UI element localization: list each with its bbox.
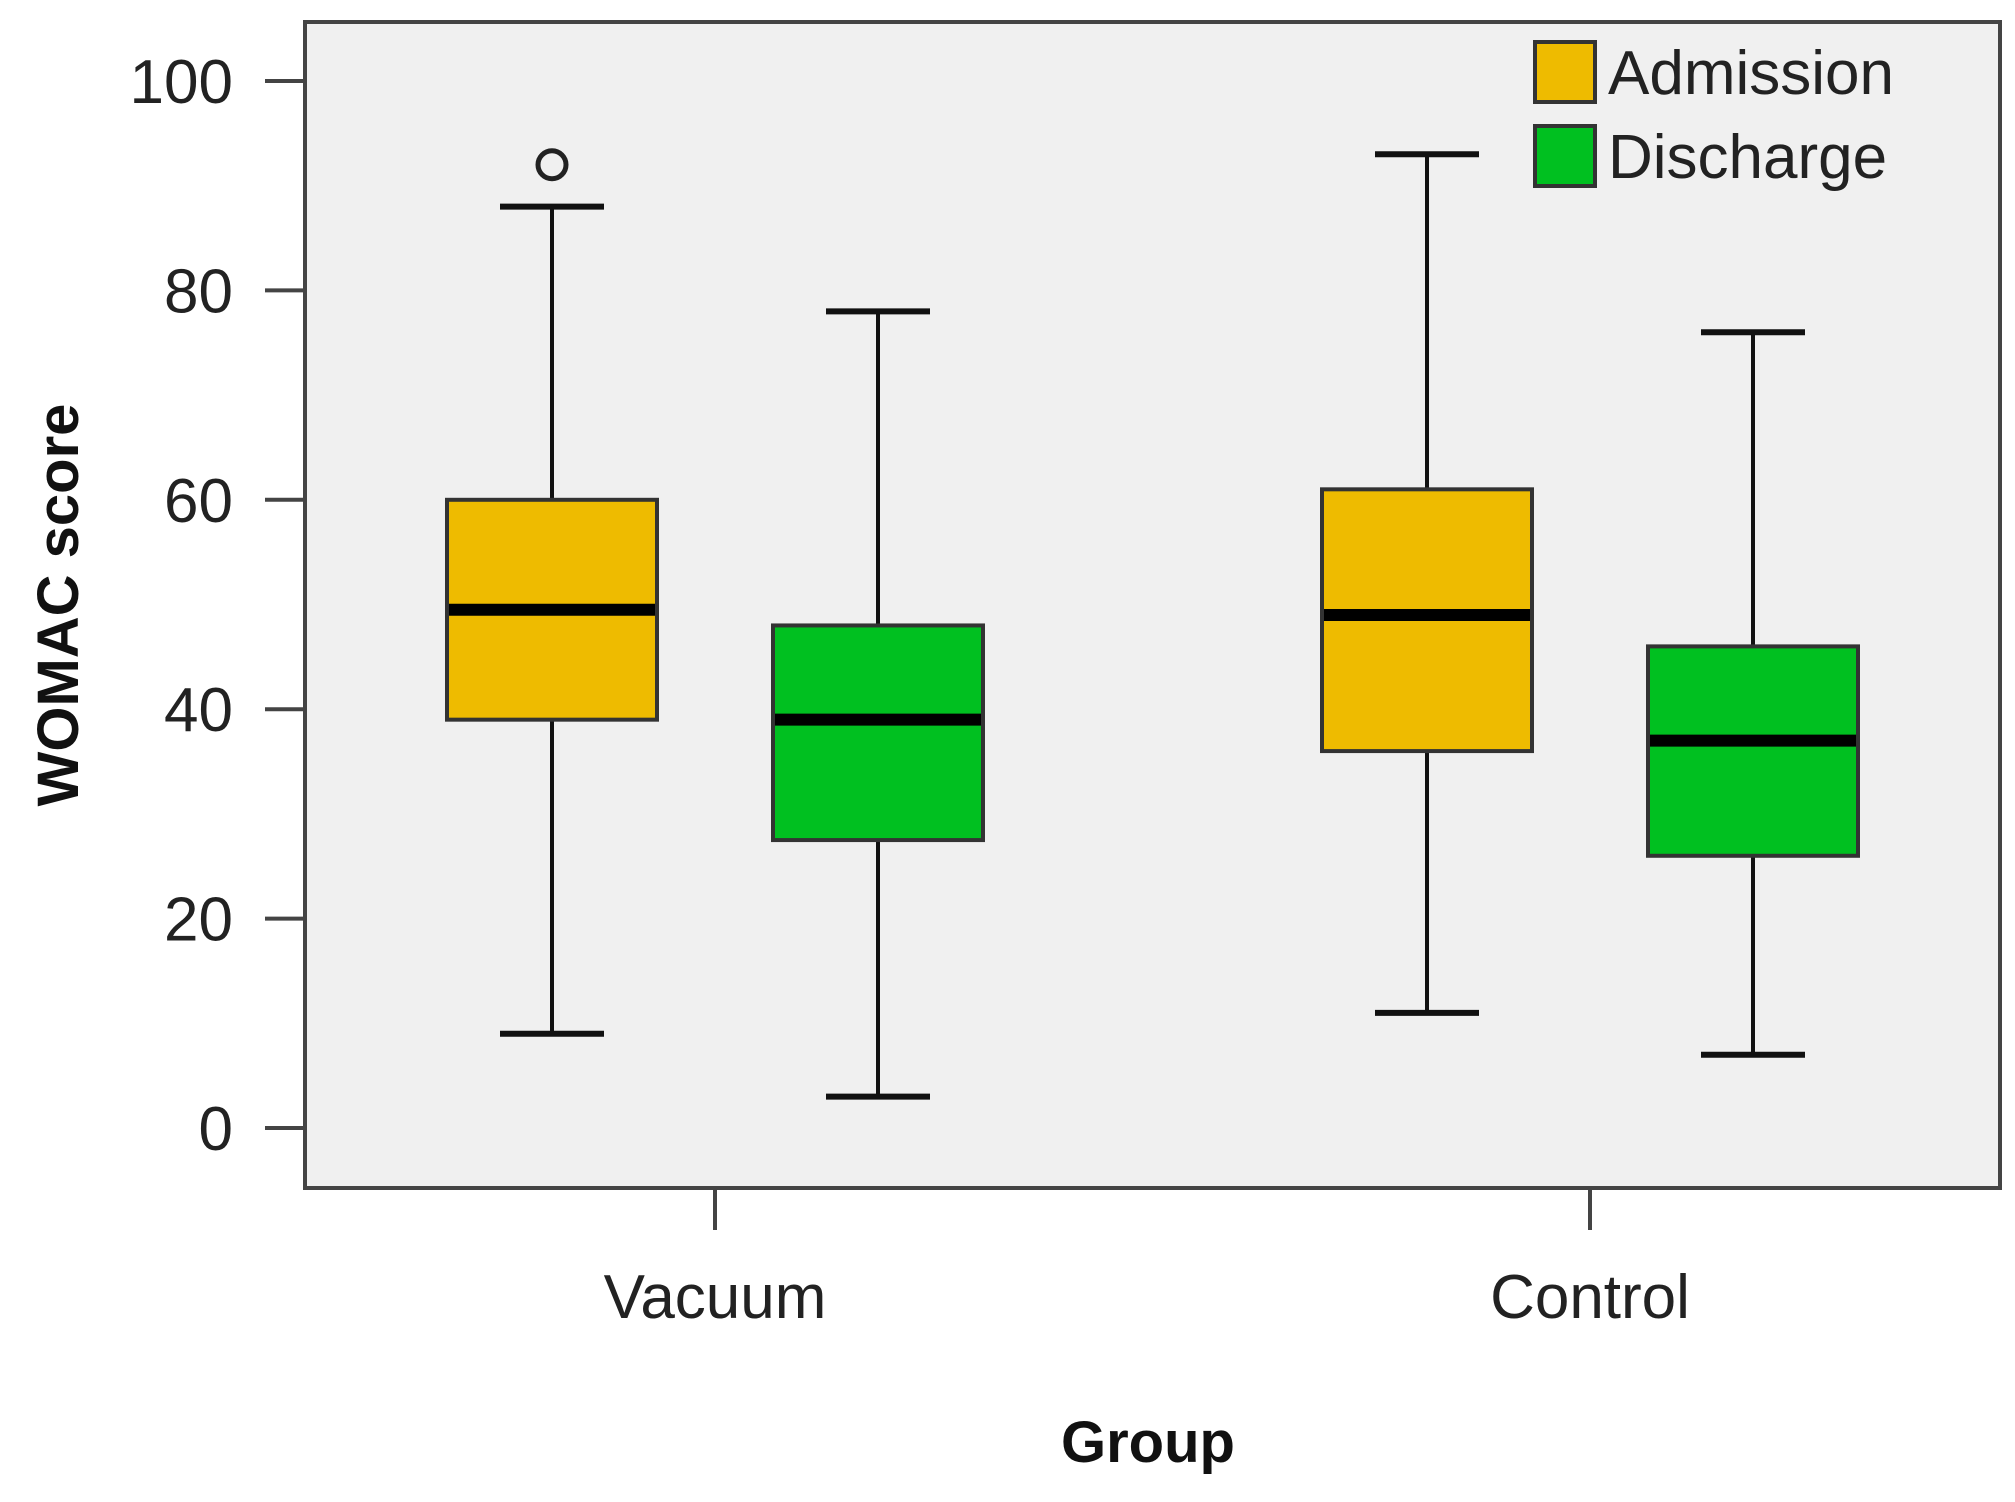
box-discharge-control (1646, 329, 1860, 1058)
box-admission-vacuum (445, 148, 659, 1037)
legend-label-discharge: Discharge (1608, 123, 1887, 192)
y-tick-label: 20 (164, 886, 233, 955)
y-tick-label: 0 (199, 1095, 233, 1164)
y-axis-title: WOMAC score (26, 404, 91, 807)
box-discharge-vacuum (771, 308, 985, 1100)
box-series (445, 148, 1860, 1100)
iqr-box (771, 623, 985, 843)
x-axis: Vacuum Control (604, 1188, 1690, 1332)
y-tick-label: 60 (164, 467, 233, 536)
legend-label-admission: Admission (1608, 39, 1894, 108)
y-axis: 0 20 40 60 80 100 (130, 48, 305, 1164)
y-tick-label: 40 (164, 676, 233, 745)
outlier-point (535, 148, 569, 182)
box-admission-control (1320, 151, 1534, 1016)
x-category-label: Vacuum (604, 1263, 827, 1332)
legend-swatch-admission (1533, 40, 1597, 104)
legend: Admission Discharge (1533, 39, 1894, 192)
x-axis-title: Group (1061, 1410, 1235, 1475)
y-tick-label: 80 (164, 257, 233, 326)
iqr-box (1646, 644, 1860, 858)
y-tick-label: 100 (130, 48, 233, 117)
x-category-label: Control (1490, 1263, 1690, 1332)
legend-swatch-discharge (1533, 124, 1597, 188)
